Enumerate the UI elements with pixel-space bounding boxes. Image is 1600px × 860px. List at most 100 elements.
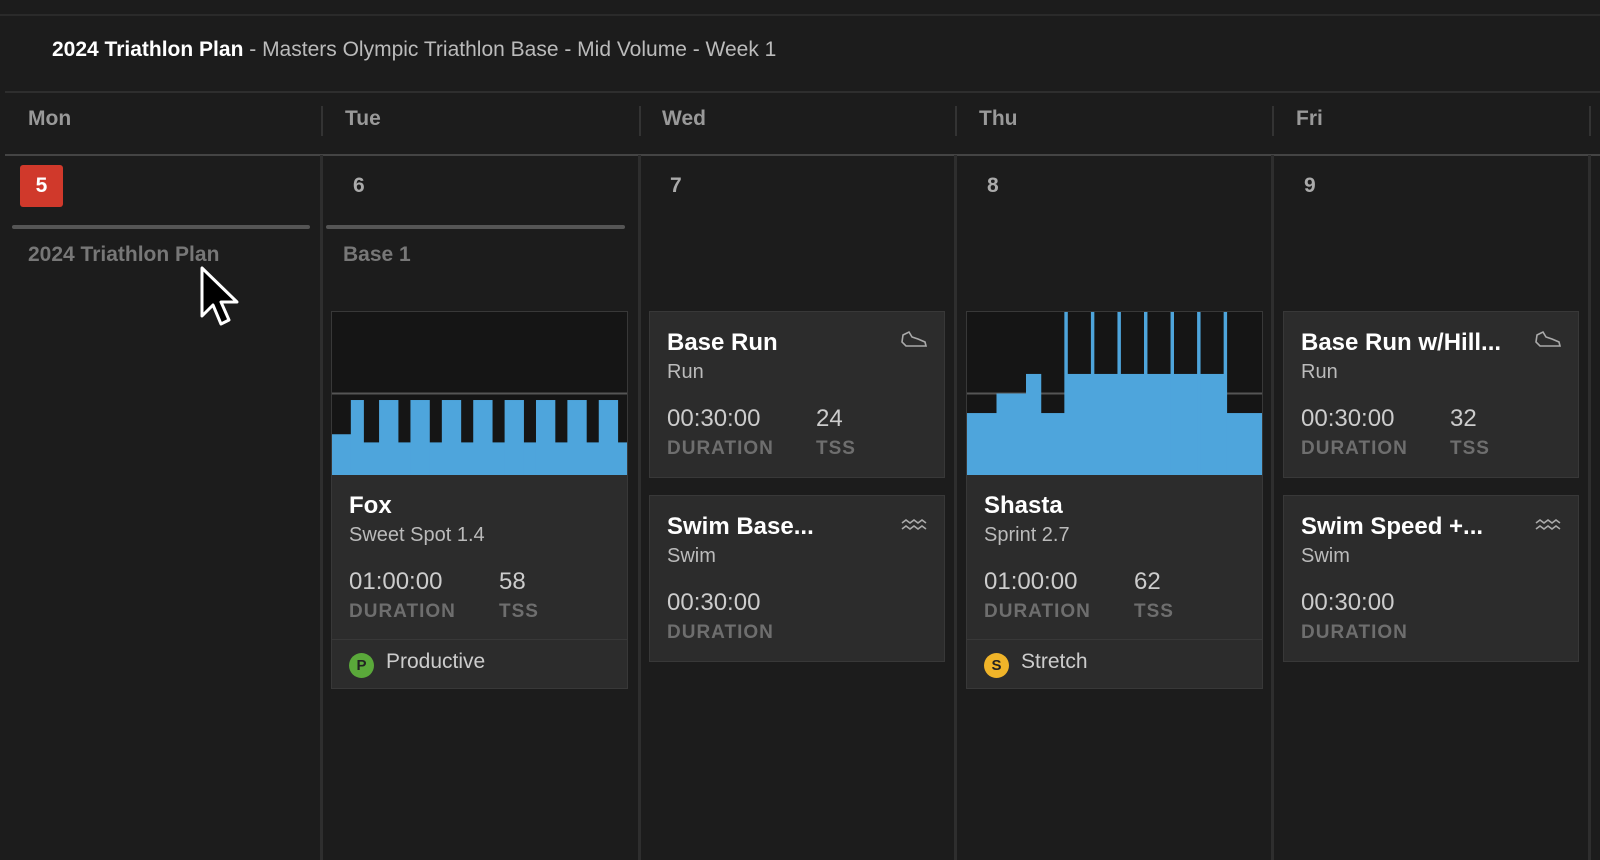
phase-label[interactable]: Base 1 xyxy=(343,243,411,266)
zone-footer: P Productive xyxy=(332,639,627,688)
workout-card-base-run-hills[interactable]: Base Run w/Hill... Run 00:30:00 32 DURAT… xyxy=(1283,311,1579,478)
profile-segment xyxy=(473,400,493,475)
divider xyxy=(955,106,957,136)
plan-bar[interactable] xyxy=(12,225,310,229)
plan-subtitle: - Masters Olympic Triathlon Base - Mid V… xyxy=(243,38,777,61)
workout-card-shasta[interactable]: Shasta Sprint 2.7 01:00:00 62 DURATION T… xyxy=(966,311,1263,689)
profile-segment xyxy=(504,400,524,475)
workout-title: Swim Speed +... xyxy=(1301,513,1484,540)
profile-segment xyxy=(492,442,506,475)
day-mon: Mon xyxy=(28,107,72,130)
column-divider xyxy=(638,155,641,860)
profile-segment xyxy=(410,400,430,475)
workout-profile-chart xyxy=(332,312,627,475)
phase-bar[interactable] xyxy=(326,225,625,229)
profile-segment xyxy=(1226,413,1262,475)
column-divider xyxy=(320,155,323,860)
profile-segment xyxy=(332,434,352,475)
zone-footer: S Stretch xyxy=(967,639,1262,688)
tss-label: TSS xyxy=(499,601,539,622)
duration-label: DURATION xyxy=(349,601,456,622)
mouse-cursor-icon xyxy=(200,266,239,326)
profile-segment xyxy=(1146,373,1172,475)
workout-title: Swim Base... xyxy=(667,513,814,540)
day-fri: Fri xyxy=(1296,107,1323,130)
workout-subtitle: Sprint 2.7 xyxy=(984,524,1070,546)
profile-segment xyxy=(1067,373,1092,475)
divider xyxy=(321,106,323,136)
profile-segment xyxy=(598,400,619,475)
duration-label: DURATION xyxy=(667,622,774,643)
tss-value: 32 xyxy=(1450,405,1477,432)
profile-segment xyxy=(535,400,556,475)
column-divider xyxy=(954,155,957,860)
zone-label: Productive xyxy=(386,650,486,673)
divider xyxy=(1272,106,1274,136)
duration-label: DURATION xyxy=(1301,622,1408,643)
workout-subtitle: Sweet Spot 1.4 xyxy=(349,524,485,546)
profile-segment xyxy=(1120,373,1145,475)
workout-profile-chart xyxy=(967,312,1262,475)
workout-subtitle: Run xyxy=(667,361,704,383)
duration-value: 00:30:00 xyxy=(667,405,761,432)
column-divider xyxy=(1588,155,1591,860)
duration-value: 01:00:00 xyxy=(349,568,443,595)
zone-label: Stretch xyxy=(1021,650,1088,673)
waves-icon xyxy=(1535,519,1561,530)
column-divider xyxy=(1271,155,1274,860)
date-wed[interactable]: 7 xyxy=(670,174,682,197)
profile-segment xyxy=(1197,312,1201,475)
profile-segment xyxy=(554,442,568,475)
profile-segment xyxy=(996,393,1027,475)
duration-label: DURATION xyxy=(984,601,1091,622)
profile-segment xyxy=(1173,373,1198,475)
dayheader-divider xyxy=(5,154,1600,156)
day-wed: Wed xyxy=(662,107,706,130)
tss-value: 62 xyxy=(1134,568,1161,595)
profile-segment xyxy=(1117,312,1121,475)
profile-segment xyxy=(1090,312,1095,475)
header-divider xyxy=(5,91,1600,93)
tss-label: TSS xyxy=(816,438,856,459)
day-thu: Thu xyxy=(979,107,1018,130)
profile-segment xyxy=(363,442,380,475)
page-title: 2024 Triathlon Plan - Masters Olympic Tr… xyxy=(52,38,776,62)
tss-label: TSS xyxy=(1134,601,1174,622)
profile-segment xyxy=(1026,373,1042,475)
tss-value: 24 xyxy=(816,405,843,432)
profile-segment xyxy=(1200,373,1225,475)
profile-segment xyxy=(1040,413,1065,475)
top-divider xyxy=(0,14,1600,16)
workout-title: Fox xyxy=(349,492,392,519)
date-thu[interactable]: 8 xyxy=(987,174,999,197)
workout-subtitle: Run xyxy=(1301,361,1338,383)
today-date[interactable]: 5 xyxy=(20,165,63,207)
workout-title: Base Run w/Hill... xyxy=(1301,329,1502,356)
divider xyxy=(1589,106,1591,136)
profile-segment xyxy=(1093,373,1118,475)
profile-segment xyxy=(429,442,443,475)
profile-segment xyxy=(460,442,474,475)
waves-icon xyxy=(901,519,927,530)
duration-label: DURATION xyxy=(667,438,774,459)
workout-card-base-run[interactable]: Base Run Run 00:30:00 24 DURATION TSS xyxy=(649,311,945,478)
plan-label[interactable]: 2024 Triathlon Plan xyxy=(28,243,220,266)
shoe-icon xyxy=(901,330,928,347)
productive-badge-icon: P xyxy=(349,653,374,678)
workout-subtitle: Swim xyxy=(1301,545,1350,567)
profile-segment xyxy=(1223,312,1228,475)
profile-segment xyxy=(441,400,462,475)
workout-title: Base Run xyxy=(667,329,778,356)
workout-card-swim-base[interactable]: Swim Base... Swim 00:30:00 DURATION xyxy=(649,495,945,662)
profile-segment xyxy=(523,442,537,475)
divider xyxy=(639,106,641,136)
workout-card-fox[interactable]: Fox Sweet Spot 1.4 01:00:00 58 DURATION … xyxy=(331,311,628,689)
profile-segment xyxy=(350,400,364,475)
profile-segment xyxy=(397,442,411,475)
workout-card-swim-speed[interactable]: Swim Speed +... Swim 00:30:00 DURATION xyxy=(1283,495,1579,662)
day-tue: Tue xyxy=(345,107,381,130)
profile-segment xyxy=(379,400,399,475)
date-tue[interactable]: 6 xyxy=(353,174,365,197)
date-fri[interactable]: 9 xyxy=(1304,174,1316,197)
profile-segment xyxy=(586,442,600,475)
